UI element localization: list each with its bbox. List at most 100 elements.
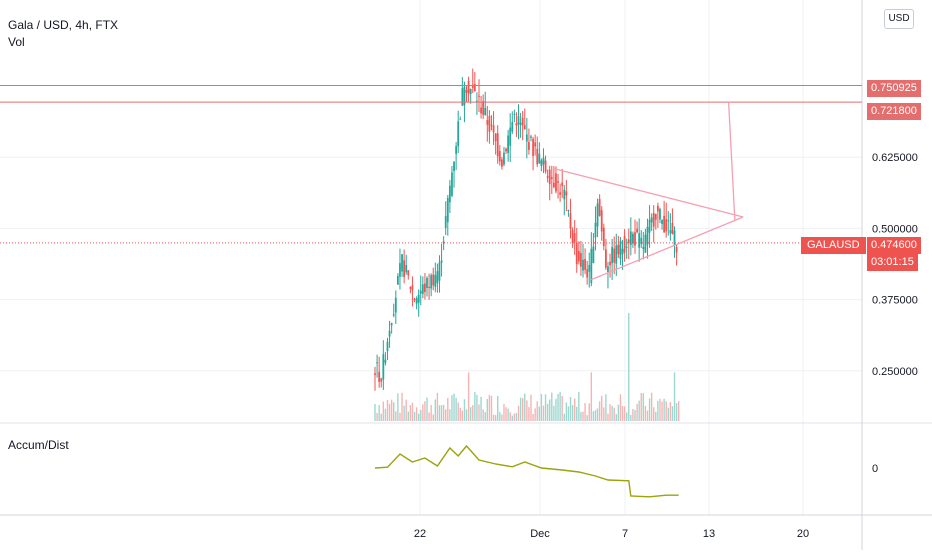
volume-bar xyxy=(636,403,638,421)
candle-body xyxy=(607,266,609,272)
candle-body xyxy=(388,330,391,337)
triangle-lower-line xyxy=(591,216,744,281)
volume-bar xyxy=(472,405,474,421)
last-price-label: 0.474600 xyxy=(867,237,921,254)
time-tick-label: 7 xyxy=(622,528,628,540)
candle-body xyxy=(517,116,520,125)
candle-body xyxy=(625,246,628,248)
candle-body xyxy=(492,125,495,133)
candle-body xyxy=(415,298,418,304)
volume-bar xyxy=(513,413,516,421)
volume-bar xyxy=(605,394,607,421)
volume-bar xyxy=(671,406,674,421)
candle-body xyxy=(457,121,460,147)
candle-body xyxy=(523,125,526,130)
volume-bar xyxy=(497,395,499,421)
candle-body xyxy=(453,161,455,172)
volume-bar xyxy=(447,397,449,421)
candle-body xyxy=(507,135,510,153)
volume-bar xyxy=(440,405,443,421)
volume-bar xyxy=(534,408,536,421)
volume-bar xyxy=(567,406,570,421)
candle-body xyxy=(459,118,462,120)
volume-bar xyxy=(482,409,484,421)
volume-bar xyxy=(663,398,665,421)
volume-bar xyxy=(551,392,553,421)
candle-body xyxy=(598,199,601,216)
candle-body xyxy=(584,258,586,270)
volume-bar xyxy=(451,395,453,421)
candle-body xyxy=(571,229,574,243)
volume-bar xyxy=(409,405,412,421)
candle-body xyxy=(565,191,568,196)
volume-bar xyxy=(571,405,574,421)
volume-bar xyxy=(615,414,617,421)
candle-body xyxy=(484,107,487,116)
candle-body xyxy=(594,222,597,238)
countdown-label: 03:01:15 xyxy=(867,254,918,271)
price-level-label-1: 0.750925 xyxy=(867,80,921,97)
candle-body xyxy=(482,100,485,115)
volume-bar xyxy=(519,397,522,421)
volume-bar xyxy=(573,398,576,421)
volume-bar xyxy=(578,392,580,421)
candle-body xyxy=(434,274,437,287)
candle-body xyxy=(442,241,445,244)
candle-body xyxy=(500,159,503,167)
candle-body xyxy=(432,274,435,286)
volume-bar xyxy=(559,392,561,421)
candle-body xyxy=(403,260,406,277)
candle-body xyxy=(528,141,530,150)
volume-bar xyxy=(613,407,615,421)
volume-bar xyxy=(555,398,557,421)
volume-bar xyxy=(675,403,678,421)
volume-bar xyxy=(677,401,680,421)
candle-body xyxy=(573,233,576,243)
volume-bar xyxy=(517,405,520,421)
volume-bar xyxy=(453,393,455,421)
price-tick-label: 0.250000 xyxy=(872,366,918,378)
candle-body xyxy=(496,133,499,157)
volume-bar xyxy=(521,398,524,421)
candle-body xyxy=(604,249,607,268)
volume-bar xyxy=(436,392,439,421)
volume-bar xyxy=(673,372,676,421)
volume-bar xyxy=(411,402,414,421)
candle-body xyxy=(384,359,387,363)
volume-bar xyxy=(561,395,563,421)
volume-bar xyxy=(657,400,659,421)
volume-bar xyxy=(465,409,468,421)
candle-body xyxy=(654,213,657,220)
volume-bar xyxy=(459,407,461,421)
currency-button[interactable]: USD xyxy=(884,9,914,29)
price-level-label-2: 0.721800 xyxy=(867,103,921,120)
volume-bar xyxy=(586,415,588,421)
volume-bar xyxy=(463,399,466,421)
time-tick-label: Dec xyxy=(530,528,550,540)
candle-body xyxy=(486,120,489,125)
candle-body xyxy=(451,172,453,196)
volume-bar xyxy=(565,402,568,421)
candle-body xyxy=(490,124,493,126)
candle-body xyxy=(426,278,428,289)
candle-body xyxy=(575,242,578,265)
volume-bar xyxy=(544,394,547,421)
volume-bar xyxy=(386,399,389,421)
candle-body xyxy=(542,157,545,165)
candle-body xyxy=(646,226,649,245)
target-projection-line xyxy=(727,102,736,220)
volume-bar xyxy=(494,415,497,421)
volume-bar xyxy=(549,399,551,421)
volume-bar xyxy=(540,394,543,421)
candle-body xyxy=(588,265,591,272)
volume-bar xyxy=(576,406,578,421)
candle-body xyxy=(505,148,507,152)
volume-bar xyxy=(480,396,482,421)
candle-body xyxy=(525,134,528,142)
volume-bar xyxy=(592,411,595,421)
volume-bar xyxy=(424,401,426,421)
volume-bar xyxy=(442,404,445,421)
volume-bar xyxy=(407,411,409,421)
